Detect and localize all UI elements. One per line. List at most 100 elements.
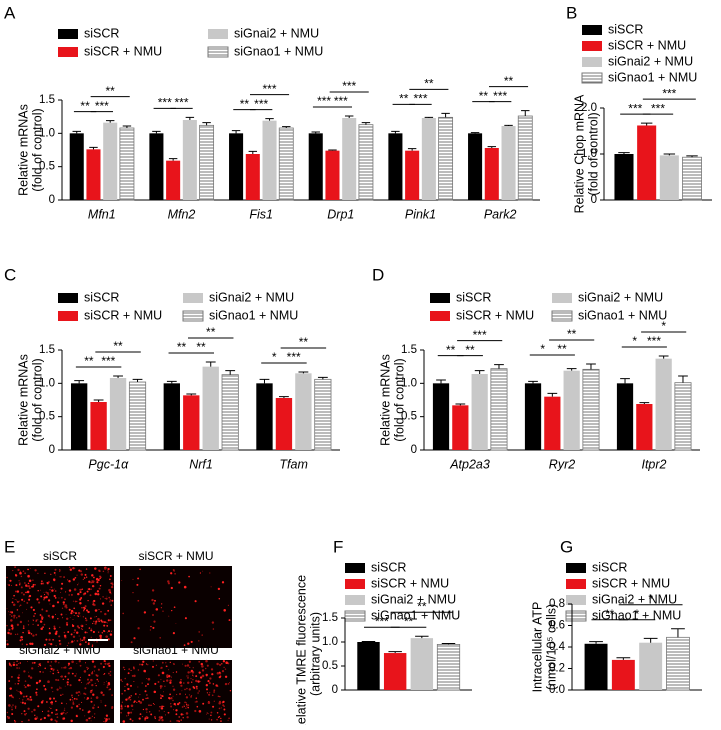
fluorescence-spot — [22, 612, 23, 613]
fluorescence-spot — [73, 701, 75, 703]
fluorescence-spot — [123, 720, 126, 723]
fluorescence-spot — [61, 675, 63, 677]
fluorescence-spot — [103, 571, 104, 572]
significance-label: *** — [342, 79, 356, 93]
fluorescence-spot — [174, 703, 176, 705]
fluorescence-spot — [78, 612, 81, 615]
fluorescence-spot — [110, 689, 111, 690]
fluorescence-spot — [164, 711, 165, 712]
fluorescence-spot — [124, 669, 125, 670]
fluorescence-spot — [225, 683, 227, 685]
fluorescence-spot — [131, 695, 132, 696]
fluorescence-spot — [107, 570, 108, 571]
fluorescence-spot — [37, 619, 38, 620]
bar — [583, 369, 599, 450]
fluorescence-spot — [55, 679, 57, 681]
significance-label: ** — [557, 342, 567, 356]
fluorescence-spot — [86, 609, 88, 611]
fluorescence-spot — [193, 686, 195, 688]
bar — [276, 398, 292, 450]
fluorescence-spot — [55, 632, 58, 635]
fluorescence-spot — [19, 572, 22, 575]
fluorescence-spot — [138, 669, 140, 671]
fluorescence-spot — [121, 704, 122, 705]
fluorescence-spot — [173, 709, 174, 710]
fluorescence-spot — [38, 602, 40, 604]
fluorescence-spot — [9, 614, 10, 615]
error-bar — [641, 123, 652, 125]
error-bar — [659, 356, 669, 359]
fluorescence-spot — [104, 667, 105, 668]
fluorescence-spot — [85, 662, 86, 663]
fluorescence-spot — [50, 665, 52, 667]
bar — [120, 128, 134, 200]
fluorescence-spot — [168, 616, 169, 617]
fluorescence-spot — [19, 582, 21, 584]
legend-swatch — [345, 563, 365, 573]
fluorescence-spot — [174, 570, 175, 571]
fluorescence-spot — [186, 705, 187, 706]
fluorescence-spot — [100, 598, 101, 599]
fluorescence-spot — [104, 621, 106, 623]
fluorescence-spot — [57, 679, 59, 681]
fluorescence-spot — [25, 592, 27, 594]
fluorescence-spot — [172, 686, 173, 687]
significance-label: ** — [240, 97, 250, 111]
legend-label: siSCR — [84, 290, 119, 304]
fluorescence-spot — [173, 632, 175, 634]
fluorescence-spot — [102, 602, 104, 604]
fluorescence-spot — [70, 720, 72, 722]
error-bar — [225, 371, 235, 375]
fluorescence-spot — [20, 604, 22, 606]
fluorescence-spot — [161, 607, 162, 608]
fluorescence-spot — [73, 578, 75, 580]
fluorescence-spot — [212, 621, 214, 623]
fluorescence-spot — [80, 616, 81, 617]
fluorescence-spot — [158, 719, 160, 721]
y-tick-label: 0.6 — [549, 620, 565, 632]
fluorescence-spot — [168, 712, 170, 714]
fluorescence-spot — [190, 671, 191, 672]
fluorescence-spot — [153, 621, 155, 623]
bar — [675, 383, 691, 450]
fluorescence-spot — [23, 625, 24, 626]
bar — [491, 369, 507, 450]
fluorescence-spot — [213, 691, 215, 693]
fluorescence-spot — [162, 610, 163, 611]
fluorescence-spot — [65, 686, 66, 687]
image-label: siSCR — [43, 549, 77, 563]
fluorescence-spot — [74, 640, 75, 641]
bar — [585, 644, 608, 690]
fluorescence-spot — [186, 696, 188, 698]
fluorescence-spot — [91, 637, 92, 638]
fluorescence-spot — [206, 714, 207, 715]
fluorescence-spot — [70, 612, 72, 614]
fluorescence-spot — [70, 684, 72, 686]
fluorescence-spot — [225, 661, 228, 664]
fluorescence-spot — [67, 679, 69, 681]
fluorescence-spot — [21, 599, 23, 601]
fluorescence-spot — [219, 708, 221, 710]
fluorescence-spot — [183, 717, 184, 718]
fluorescence-spot — [198, 631, 200, 633]
error-bar — [298, 372, 308, 373]
fluorescence-spot — [55, 590, 57, 592]
fluorescence-spot — [142, 682, 143, 683]
fluorescence-spot — [28, 719, 30, 721]
fluorescence-spot — [123, 667, 125, 669]
fluorescence-spot — [44, 573, 45, 574]
fluorescence-spot — [107, 610, 109, 612]
fluorescence-spot — [133, 681, 134, 682]
fluorescence-spot — [48, 639, 50, 641]
fluorescence-spot — [98, 609, 99, 610]
y-axis-label: (fold of control) — [30, 358, 44, 441]
fluorescence-spot — [153, 703, 154, 704]
fluorescence-spot — [160, 697, 162, 699]
fluorescence-spot — [47, 592, 49, 594]
fluorescence-spot — [121, 693, 123, 695]
fluorescence-spot — [171, 587, 173, 589]
fluorescence-spot — [106, 598, 108, 600]
fluorescence-spot — [170, 720, 172, 722]
fluorescence-spot — [81, 607, 82, 608]
fluorescence-spot — [186, 675, 187, 676]
